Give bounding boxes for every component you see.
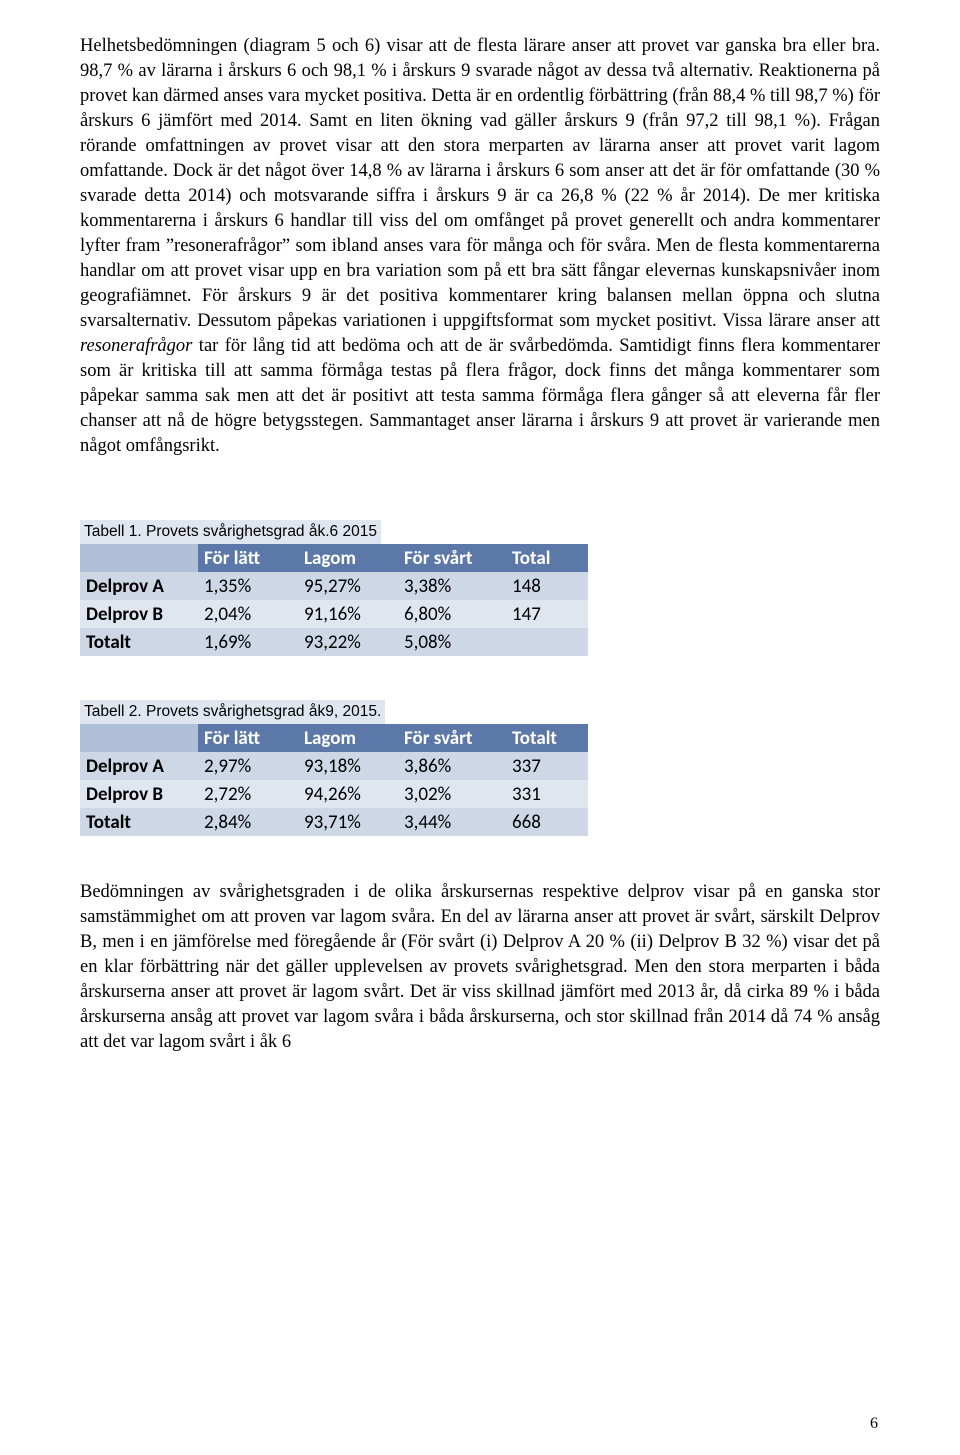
table-2-r1c0: Delprov B bbox=[80, 780, 198, 808]
table-1-header-row: För lätt Lagom För svårt Total bbox=[80, 544, 588, 572]
table-2-r0c0: Delprov A bbox=[80, 752, 198, 780]
table-2-header-3: För svårt bbox=[398, 724, 506, 752]
table-2: För lätt Lagom För svårt Totalt Delprov … bbox=[80, 724, 588, 836]
table-1-r1c3: 6,80% bbox=[398, 600, 506, 628]
table-row: Delprov B 2,72% 94,26% 3,02% 331 bbox=[80, 780, 588, 808]
paragraph-1-text-a: Helhetsbedömningen (diagram 5 och 6) vis… bbox=[80, 36, 880, 331]
table-row: Totalt 2,84% 93,71% 3,44% 668 bbox=[80, 808, 588, 836]
table-1-r2c3: 5,08% bbox=[398, 628, 506, 656]
table-2-r1c4: 331 bbox=[506, 780, 588, 808]
table-1-r1c1: 2,04% bbox=[198, 600, 298, 628]
table-1-header-0 bbox=[80, 544, 198, 572]
table-row: Delprov A 2,97% 93,18% 3,86% 337 bbox=[80, 752, 588, 780]
table-1-r1c2: 91,16% bbox=[298, 600, 398, 628]
table-1-r2c1: 1,69% bbox=[198, 628, 298, 656]
table-2-header-1: För lätt bbox=[198, 724, 298, 752]
table-2-block: Tabell 2. Provets svårighetsgrad åk9, 20… bbox=[80, 700, 880, 836]
table-1-r0c0: Delprov A bbox=[80, 572, 198, 600]
paragraph-1: Helhetsbedömningen (diagram 5 och 6) vis… bbox=[80, 34, 880, 458]
paragraph-1-italic: resonerafrågor bbox=[80, 336, 192, 356]
table-1-r2c4 bbox=[506, 628, 588, 656]
table-2-r1c2: 94,26% bbox=[298, 780, 398, 808]
table-2-r0c1: 2,97% bbox=[198, 752, 298, 780]
table-row: Delprov A 1,35% 95,27% 3,38% 148 bbox=[80, 572, 588, 600]
table-2-header-2: Lagom bbox=[298, 724, 398, 752]
table-1-r0c4: 148 bbox=[506, 572, 588, 600]
table-2-r2c3: 3,44% bbox=[398, 808, 506, 836]
page-number: 6 bbox=[870, 1415, 878, 1433]
table-1-caption: Tabell 1. Provets svårighetsgrad åk.6 20… bbox=[80, 520, 381, 544]
table-row: Totalt 1,69% 93,22% 5,08% bbox=[80, 628, 588, 656]
table-1-r2c0: Totalt bbox=[80, 628, 198, 656]
table-2-r2c2: 93,71% bbox=[298, 808, 398, 836]
table-2-r0c3: 3,86% bbox=[398, 752, 506, 780]
table-1-r1c0: Delprov B bbox=[80, 600, 198, 628]
table-1-header-3: För svårt bbox=[398, 544, 506, 572]
table-1-header-2: Lagom bbox=[298, 544, 398, 572]
table-2-r0c4: 337 bbox=[506, 752, 588, 780]
table-2-header-4: Totalt bbox=[506, 724, 588, 752]
paragraph-1-text-b: tar för lång tid att bedöma och att de ä… bbox=[80, 336, 880, 456]
table-2-header-0 bbox=[80, 724, 198, 752]
table-2-r1c3: 3,02% bbox=[398, 780, 506, 808]
table-1-r2c2: 93,22% bbox=[298, 628, 398, 656]
table-1-r0c2: 95,27% bbox=[298, 572, 398, 600]
table-1-r0c3: 3,38% bbox=[398, 572, 506, 600]
table-2-header-row: För lätt Lagom För svårt Totalt bbox=[80, 724, 588, 752]
table-2-r0c2: 93,18% bbox=[298, 752, 398, 780]
table-2-r1c1: 2,72% bbox=[198, 780, 298, 808]
table-2-r2c4: 668 bbox=[506, 808, 588, 836]
table-2-r2c0: Totalt bbox=[80, 808, 198, 836]
paragraph-2: Bedömningen av svårighetsgraden i de oli… bbox=[80, 880, 880, 1055]
table-row: Delprov B 2,04% 91,16% 6,80% 147 bbox=[80, 600, 588, 628]
table-1-header-1: För lätt bbox=[198, 544, 298, 572]
table-1-block: Tabell 1. Provets svårighetsgrad åk.6 20… bbox=[80, 520, 880, 656]
table-2-caption: Tabell 2. Provets svårighetsgrad åk9, 20… bbox=[80, 700, 385, 724]
table-2-r2c1: 2,84% bbox=[198, 808, 298, 836]
table-1: För lätt Lagom För svårt Total Delprov A… bbox=[80, 544, 588, 656]
table-1-r1c4: 147 bbox=[506, 600, 588, 628]
table-1-r0c1: 1,35% bbox=[198, 572, 298, 600]
table-1-header-4: Total bbox=[506, 544, 588, 572]
